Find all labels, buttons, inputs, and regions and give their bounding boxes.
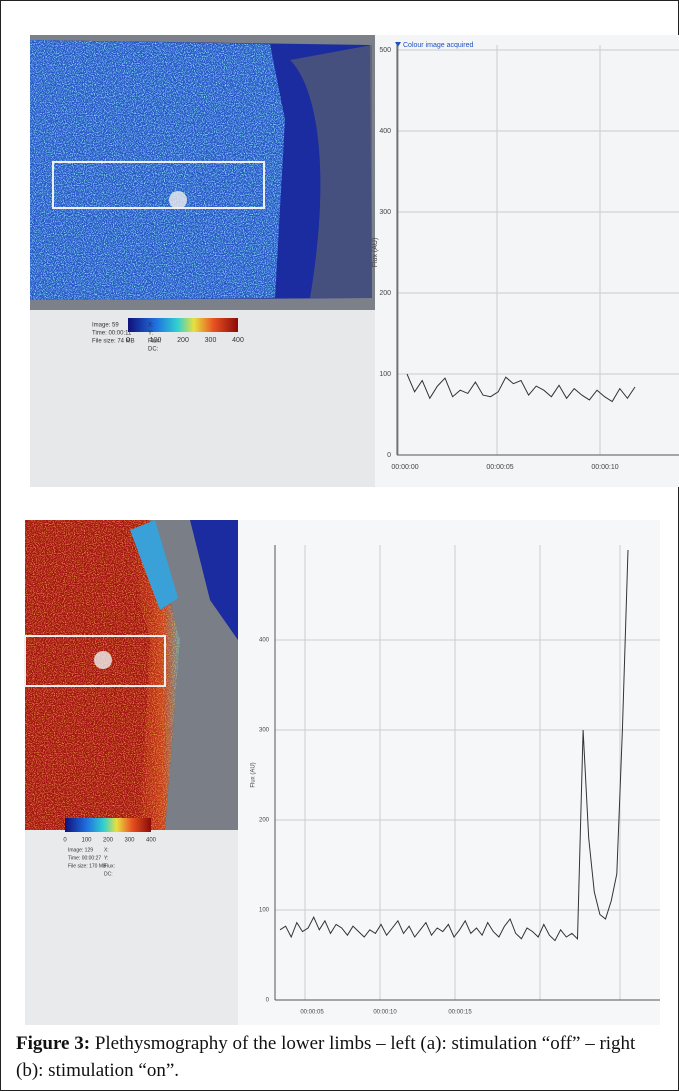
colorbar-tick-label: 300: [205, 337, 217, 344]
y-tick-label: 0: [266, 998, 270, 1004]
info-text: File size: 74 MB: [92, 339, 135, 345]
chart-area: [375, 35, 679, 487]
y-tick-label: 200: [259, 818, 270, 824]
info-text: X:: [104, 847, 109, 853]
marker: [94, 651, 112, 669]
background: [290, 45, 372, 298]
y-tick-label: 0: [387, 452, 391, 459]
y-tick-label: 300: [379, 209, 391, 216]
panel-a: [30, 35, 679, 487]
trace: [279, 549, 629, 942]
y-tick-label: 100: [379, 371, 391, 378]
x-tick-label: 00:00:05: [486, 464, 513, 471]
colorbar: [128, 318, 238, 332]
panel-b: [24, 520, 660, 1025]
marker: [169, 191, 187, 209]
info-area: [25, 830, 238, 1025]
info-text: DC:: [148, 347, 159, 353]
colorbar: [65, 818, 151, 832]
roi: [52, 161, 265, 209]
perfusion-bg: [190, 520, 238, 640]
info-text: Image: 59: [92, 323, 119, 329]
perfusion-speckle: [30, 40, 285, 300]
info-text: X:: [148, 323, 154, 329]
info-area: [30, 310, 375, 487]
caption-text: Plethysmography of the lower limbs – lef…: [16, 1033, 636, 1081]
x-tick-label: 00:00:15: [448, 1010, 472, 1016]
colorbar-tick-label: 400: [232, 337, 244, 344]
x-tick-label: 00:00:05: [300, 1010, 324, 1016]
y-tick-label: 400: [379, 128, 391, 135]
y-tick-label: 400: [259, 638, 270, 644]
info-text: Flux:: [148, 339, 161, 345]
y-tick-label: 200: [379, 290, 391, 297]
x-tick-label: 00:00:10: [373, 1010, 397, 1016]
info-text: Flux:: [104, 863, 115, 869]
info-text: Y:: [104, 855, 108, 861]
figure: 0 100 200 300 400 500 Flux (AU) 00:00:00 00:00:0…: [24, 35, 679, 1025]
chart-area: [238, 520, 660, 1025]
colorbar-tick-label: 400: [146, 838, 157, 844]
x-tick-label: 00:00:00: [391, 464, 418, 471]
x-tick-label: 00:00:10: [591, 464, 618, 471]
caption-label: Figure 3:: [16, 1033, 91, 1054]
perfusion-speckle: [25, 520, 180, 830]
fold: [130, 520, 178, 610]
info-text: Time: 00:00:11: [92, 331, 132, 337]
info-text: DC:: [104, 871, 113, 877]
y-tick-label: 300: [259, 728, 270, 734]
annotation-marker: [395, 42, 401, 47]
y-axis-label: Flux (AU): [372, 238, 379, 268]
colorbar-tick-label: 200: [103, 838, 114, 844]
info-text: Y:: [148, 331, 154, 337]
annotation: Colour image acquired: [403, 42, 474, 49]
info-text: Image: 129: [68, 847, 93, 853]
caption: Figure 3: Plethysmography of the lower l…: [16, 1030, 664, 1084]
y-axis-label: Flux (AU): [251, 762, 257, 787]
colorbar-tick-label: 100: [150, 337, 162, 344]
colorbar-tick-label: 0: [63, 838, 67, 844]
colorbar-tick-label: 100: [81, 838, 92, 844]
info-text: Time: 00:00:27: [68, 855, 101, 861]
roi: [24, 635, 166, 687]
colorbar-tick-label: 200: [177, 337, 189, 344]
colorbar-tick-label: 300: [124, 838, 135, 844]
info-text: File size: 170 MB: [68, 863, 107, 869]
trace: [406, 373, 636, 403]
y-tick-label: 500: [379, 47, 391, 54]
colorbar-tick-label: 0: [126, 337, 130, 344]
y-tick-label: 100: [259, 908, 270, 914]
